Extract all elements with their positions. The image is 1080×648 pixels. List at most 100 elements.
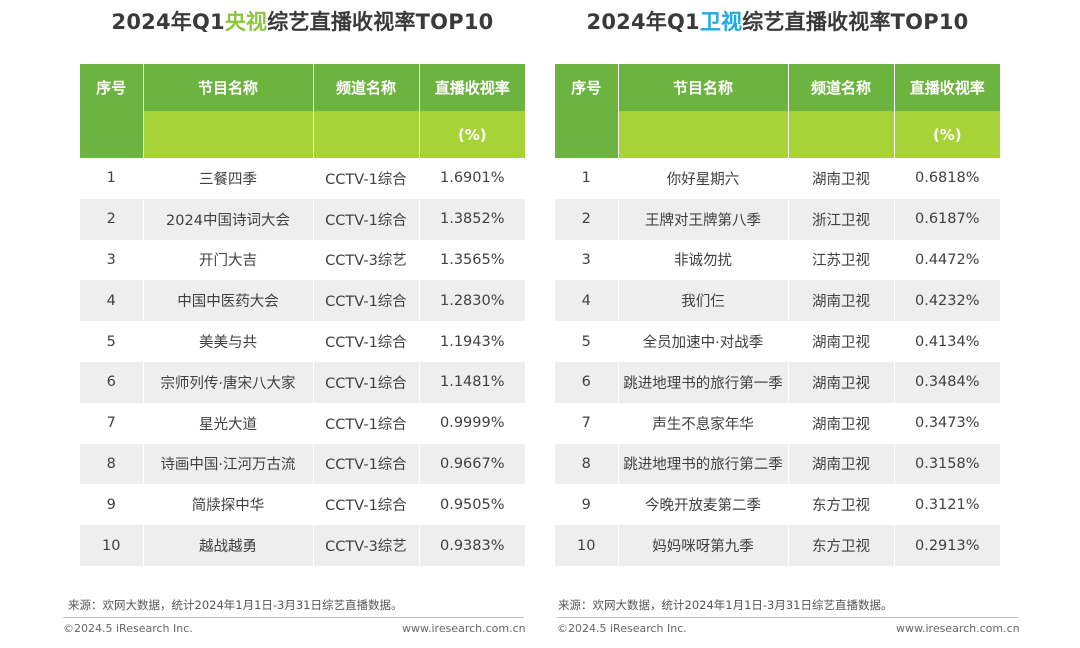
table-row: 6 宗师列传·唐宋八大家 CCTV-1综合 1.1481% (80, 361, 525, 403)
cell-program: 越战越勇 (143, 525, 314, 566)
cell-channel: 东方卫视 (788, 484, 895, 526)
cell-program: 我们仨 (618, 280, 789, 322)
cell-rating: 0.6187% (894, 198, 1000, 240)
cell-program: 声生不息家年华 (618, 402, 789, 444)
cell-rating: 0.3473% (894, 402, 1000, 444)
footer-divider-right (557, 617, 1018, 618)
table-row: 7 声生不息家年华 湖南卫视 0.3473% (555, 402, 1000, 444)
cell-channel: CCTV-1综合 (313, 443, 420, 485)
cell-channel: 东方卫视 (788, 525, 895, 566)
cell-rank: 10 (555, 525, 619, 566)
cell-rating: 1.3852% (419, 198, 525, 240)
table-row: 3 非诚勿扰 江苏卫视 0.4472% (555, 239, 1000, 281)
cell-rating: 0.9505% (419, 484, 525, 526)
cell-rank: 7 (80, 402, 144, 444)
table-row: 3 开门大吉 CCTV-3综艺 1.3565% (80, 239, 525, 281)
table-row: 5 全员加速中·对战季 湖南卫视 0.4134% (555, 321, 1000, 362)
cell-rating: 0.4472% (894, 239, 1000, 281)
cell-channel: CCTV-1综合 (313, 484, 420, 526)
website-link-right[interactable]: www.iresearch.com.cn (896, 622, 1020, 635)
table-row: 7 星光大道 CCTV-1综合 0.9999% (80, 402, 525, 444)
cell-rating: 1.1943% (419, 321, 525, 362)
table-row: 1 你好星期六 湖南卫视 0.6818% (555, 158, 1000, 199)
cell-rating: 0.3121% (894, 484, 1000, 526)
table-row: 5 美美与共 CCTV-1综合 1.1943% (80, 321, 525, 362)
cctv-panel-title: 2024年Q1央视综艺直播收视率TOP10 (80, 6, 525, 36)
cell-channel: CCTV-1综合 (313, 321, 420, 362)
title-prefix: 2024年Q1 (111, 10, 225, 34)
cell-rating: 1.1481% (419, 361, 525, 403)
header-blank (143, 111, 314, 158)
cell-program: 三餐四季 (143, 158, 314, 199)
cell-program: 宗师列传·唐宋八大家 (143, 361, 314, 403)
cell-channel: 湖南卫视 (788, 280, 895, 322)
table-row: 6 跳进地理书的旅行第一季 湖南卫视 0.3484% (555, 361, 1000, 403)
table-row: 10 妈妈咪呀第九季 东方卫视 0.2913% (555, 525, 1000, 566)
table-row: 4 我们仨 湖南卫视 0.4232% (555, 280, 1000, 322)
cell-rank: 5 (80, 321, 144, 362)
cell-program: 王牌对王牌第八季 (618, 198, 789, 240)
table-row: 9 今晚开放麦第二季 东方卫视 0.3121% (555, 484, 1000, 526)
title-highlight: 央视 (224, 10, 268, 34)
header-rank: 序号 (555, 64, 619, 111)
cell-rating: 0.9999% (419, 402, 525, 444)
cell-rating: 0.2913% (894, 525, 1000, 566)
cell-channel: 湖南卫视 (788, 443, 895, 485)
table-row: 8 跳进地理书的旅行第二季 湖南卫视 0.3158% (555, 443, 1000, 485)
cell-channel: 湖南卫视 (788, 321, 895, 362)
header-blank (788, 111, 895, 158)
cell-rank: 8 (80, 443, 144, 485)
table-header-unit-row: (%) (555, 111, 1000, 158)
cell-program: 非诚勿扰 (618, 239, 789, 281)
cell-channel: CCTV-3综艺 (313, 525, 420, 566)
title-highlight: 卫视 (699, 10, 743, 34)
cell-program: 全员加速中·对战季 (618, 321, 789, 362)
header-blank (80, 111, 144, 158)
cell-channel: CCTV-3综艺 (313, 239, 420, 281)
cell-rank: 4 (80, 280, 144, 322)
cell-channel: CCTV-1综合 (313, 402, 420, 444)
cell-rank: 9 (555, 484, 619, 526)
satellite-panel-title: 2024年Q1卫视综艺直播收视率TOP10 (555, 6, 1000, 36)
cell-program: 妈妈咪呀第九季 (618, 525, 789, 566)
cell-channel: CCTV-1综合 (313, 280, 420, 322)
cell-program: 你好星期六 (618, 158, 789, 199)
header-program: 节目名称 (143, 64, 314, 111)
table-header-row: 序号 节目名称 频道名称 直播收视率 (80, 64, 525, 111)
cell-rating: 0.3158% (894, 443, 1000, 485)
table-header-unit-row: (%) (80, 111, 525, 158)
header-rating-unit: (%) (894, 111, 1000, 158)
cell-program: 美美与共 (143, 321, 314, 362)
cell-channel: 江苏卫视 (788, 239, 895, 281)
cell-channel: 湖南卫视 (788, 402, 895, 444)
cell-channel: CCTV-1综合 (313, 158, 420, 199)
cell-rating: 1.3565% (419, 239, 525, 281)
table-row: 1 三餐四季 CCTV-1综合 1.6901% (80, 158, 525, 199)
cell-rank: 8 (555, 443, 619, 485)
header-blank (313, 111, 420, 158)
cell-rank: 4 (555, 280, 619, 322)
source-note-right: 来源：欢网大数据，统计2024年1月1日-3月31日综艺直播数据。 (558, 598, 893, 612)
header-channel: 频道名称 (788, 64, 895, 111)
cell-program: 2024中国诗词大会 (143, 198, 314, 240)
header-blank (618, 111, 789, 158)
table-row: 4 中国中医药大会 CCTV-1综合 1.2830% (80, 280, 525, 322)
header-rating: 直播收视率 (419, 64, 525, 111)
cell-program: 星光大道 (143, 402, 314, 444)
header-channel: 频道名称 (313, 64, 420, 111)
cctv-table-body: 1 三餐四季 CCTV-1综合 1.6901% 2 2024中国诗词大会 CCTV-1综合 1… (80, 158, 525, 566)
cell-program: 跳进地理书的旅行第二季 (618, 443, 789, 485)
cell-channel: CCTV-1综合 (313, 198, 420, 240)
table-row: 2 2024中国诗词大会 CCTV-1综合 1.3852% (80, 198, 525, 240)
cell-program: 跳进地理书的旅行第一季 (618, 361, 789, 403)
website-link-left[interactable]: www.iresearch.com.cn (402, 622, 526, 635)
cell-channel: 湖南卫视 (788, 361, 895, 403)
copyright-left: ©2024.5 iResearch Inc. (63, 622, 193, 635)
header-program: 节目名称 (618, 64, 789, 111)
cell-rating: 1.2830% (419, 280, 525, 322)
cell-rating: 0.6818% (894, 158, 1000, 199)
title-prefix: 2024年Q1 (586, 10, 700, 34)
satellite-ranking-table: 序号 节目名称 频道名称 直播收视率 (%) 1 你好星期六 湖南卫视 0.6818%… (555, 64, 1000, 566)
cell-rating: 0.4232% (894, 280, 1000, 322)
table-header-row: 序号 节目名称 频道名称 直播收视率 (555, 64, 1000, 111)
